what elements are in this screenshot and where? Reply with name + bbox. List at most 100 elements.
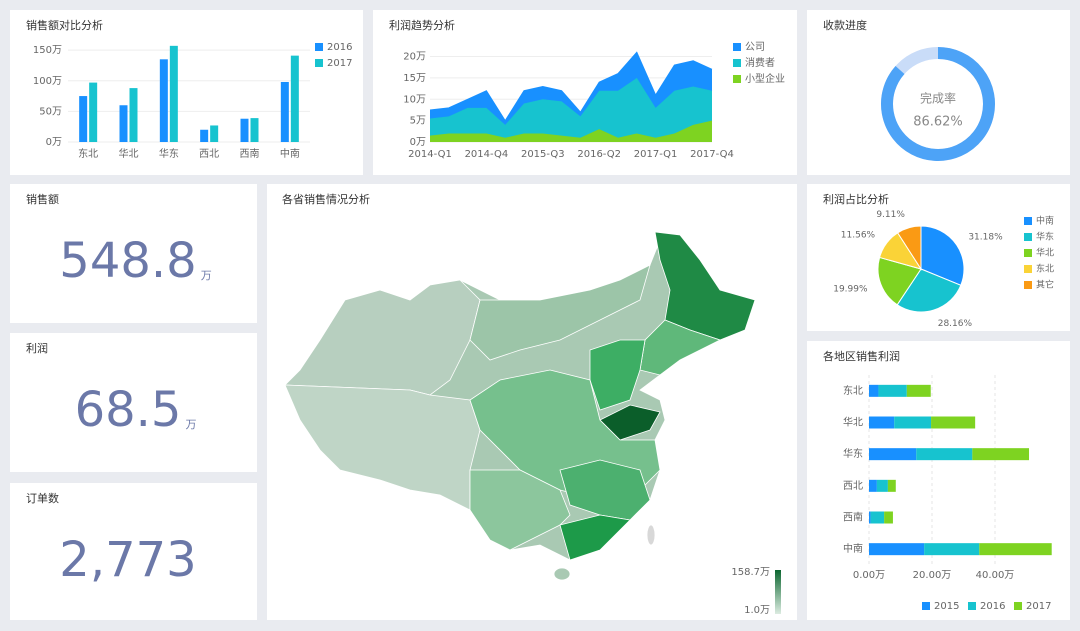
pie-slice	[877, 256, 922, 306]
bar	[79, 96, 88, 142]
x-tick-label: 40.00万	[976, 570, 1015, 581]
y-tick-label: 100万	[33, 76, 62, 87]
x-tick-label: 20.00万	[913, 570, 952, 581]
x-tick-label: 2017-Q4	[690, 149, 734, 160]
bar	[869, 511, 871, 524]
bar	[119, 105, 128, 142]
x-tick-label: 华东	[159, 147, 179, 160]
panel	[807, 341, 1070, 620]
area-fill	[430, 52, 712, 125]
bar	[869, 448, 917, 461]
bar	[869, 416, 895, 429]
legend-swatch	[733, 43, 741, 51]
bar	[894, 416, 932, 429]
legend-label: 东北	[1036, 263, 1054, 275]
panel	[10, 10, 363, 175]
bar	[869, 479, 877, 492]
x-tick-label: 华北	[119, 147, 139, 160]
kpi-title: 销售额	[26, 192, 59, 206]
panel	[807, 10, 1070, 175]
panel-title: 收款进度	[823, 18, 867, 32]
x-tick-label: 东北	[78, 147, 98, 160]
x-tick-label: 2017-Q1	[634, 149, 678, 160]
y-tick-label: 中南	[843, 542, 863, 555]
y-tick-label: 10万	[403, 94, 426, 105]
y-tick-label: 150万	[33, 45, 62, 56]
legend-label: 2017	[1026, 601, 1051, 612]
panel-title: 各省销售情况分析	[282, 192, 370, 206]
legend-label: 华北	[1036, 247, 1054, 259]
y-tick-label: 华东	[843, 447, 863, 460]
pie-slice	[897, 225, 922, 271]
pie-label: 19.99%	[833, 284, 868, 294]
panel	[373, 10, 797, 175]
bar	[916, 448, 973, 461]
legend-swatch	[922, 602, 930, 610]
kpi-title: 订单数	[26, 492, 59, 505]
kpi-unit: 万	[185, 418, 196, 431]
gauge-value: 86.62%	[913, 115, 963, 130]
map-region	[553, 567, 571, 581]
bar	[906, 384, 931, 397]
legend-swatch	[733, 75, 741, 83]
area-fill	[430, 77, 712, 138]
y-tick-label: 0万	[410, 137, 426, 148]
pie-label: 31.18%	[968, 233, 1003, 243]
bar	[931, 416, 976, 429]
y-tick-label: 50万	[39, 106, 62, 117]
pie-slice	[920, 225, 965, 286]
bar	[884, 511, 893, 524]
y-tick-label: 0万	[46, 137, 62, 148]
bar	[887, 479, 896, 492]
pie-label: 9.11%	[876, 210, 905, 220]
legend-label: 公司	[745, 42, 765, 53]
colorbar	[775, 570, 781, 614]
china-map	[284, 231, 756, 581]
bar	[869, 543, 925, 556]
bar	[280, 81, 289, 142]
colorbar-label: 158.7万	[731, 567, 770, 578]
legend-swatch	[315, 59, 323, 67]
y-tick-label: 西北	[843, 480, 863, 492]
legend-swatch	[1024, 249, 1032, 257]
legend-swatch	[968, 602, 976, 610]
gauge-arc	[881, 47, 995, 161]
map-region	[559, 514, 631, 561]
legend-swatch	[1024, 233, 1032, 241]
x-tick-label: 2015-Q3	[521, 149, 565, 160]
y-tick-label: 20万	[403, 52, 426, 63]
legend-swatch	[1024, 217, 1032, 225]
panel	[10, 333, 257, 472]
legend-swatch	[1024, 265, 1032, 273]
y-tick-label: 15万	[403, 73, 426, 84]
bar	[876, 479, 888, 492]
legend-label: 中南	[1036, 215, 1054, 227]
map-region	[589, 339, 646, 411]
panel-title: 利润趋势分析	[389, 18, 455, 32]
area-line	[429, 51, 713, 122]
map-region	[284, 279, 481, 396]
bar	[878, 384, 907, 397]
pie-label: 28.16%	[938, 319, 973, 329]
bar	[210, 125, 219, 142]
bar	[869, 384, 879, 397]
panels	[10, 10, 1070, 620]
kpi-title: 利润	[26, 341, 48, 355]
legend-label: 2015	[934, 601, 959, 612]
x-tick-label: 2016-Q2	[577, 149, 621, 160]
pie-slice	[896, 268, 962, 313]
map-region	[559, 459, 651, 521]
legend-swatch	[315, 43, 323, 51]
legend-label: 2017	[327, 58, 352, 69]
y-tick-label: 华北	[843, 416, 863, 429]
legend-label: 消费者	[745, 56, 775, 69]
map-region	[646, 524, 656, 546]
bar	[169, 45, 178, 142]
bar	[89, 82, 98, 142]
x-tick-label: 2014-Q1	[408, 149, 452, 160]
bar	[290, 55, 299, 143]
panel-title: 销售额对比分析	[26, 18, 103, 32]
x-tick-label: 西南	[240, 147, 260, 160]
y-tick-label: 西南	[843, 511, 863, 524]
